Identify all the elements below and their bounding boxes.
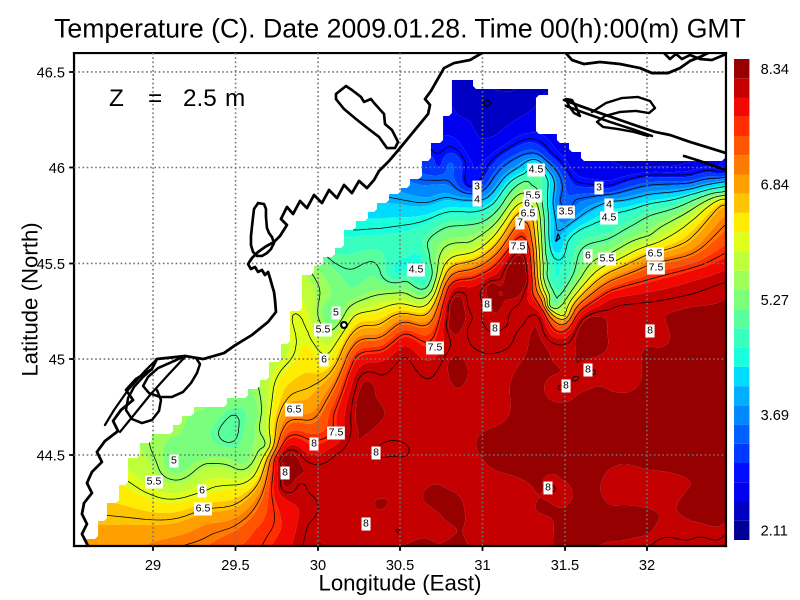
svg-text:8: 8 xyxy=(363,518,369,530)
svg-text:Longitude (East): Longitude (East) xyxy=(318,570,481,595)
svg-text:5.5: 5.5 xyxy=(600,253,615,265)
svg-text:8: 8 xyxy=(585,364,591,376)
svg-text:6.5: 6.5 xyxy=(287,404,302,416)
svg-text:6.5: 6.5 xyxy=(648,248,663,260)
svg-text:6: 6 xyxy=(199,485,205,497)
svg-text:5: 5 xyxy=(333,307,339,319)
svg-text:5: 5 xyxy=(171,455,177,467)
svg-text:2.5: 2.5 xyxy=(183,85,217,112)
svg-text:44.5: 44.5 xyxy=(37,448,65,464)
svg-text:6: 6 xyxy=(321,354,327,366)
svg-text:7.5: 7.5 xyxy=(329,427,344,439)
svg-text:6: 6 xyxy=(585,250,591,262)
svg-text:8: 8 xyxy=(647,325,653,337)
svg-text:6.5: 6.5 xyxy=(196,503,211,515)
svg-text:Z: Z xyxy=(109,85,124,112)
svg-text:4.5: 4.5 xyxy=(602,212,617,224)
svg-text:8: 8 xyxy=(373,447,379,459)
svg-text:3: 3 xyxy=(596,182,602,194)
svg-text:6: 6 xyxy=(524,198,530,210)
svg-text:29.5: 29.5 xyxy=(221,558,249,574)
svg-text:30: 30 xyxy=(310,558,326,574)
svg-text:=: = xyxy=(148,85,162,112)
svg-text:8.34: 8.34 xyxy=(761,62,789,78)
svg-text:46: 46 xyxy=(49,161,65,177)
svg-text:8: 8 xyxy=(311,438,317,450)
svg-text:7: 7 xyxy=(517,217,523,229)
svg-text:m: m xyxy=(225,85,245,112)
svg-text:8: 8 xyxy=(492,323,498,335)
svg-text:3: 3 xyxy=(474,181,480,193)
svg-text:3.5: 3.5 xyxy=(559,206,574,218)
svg-text:6.84: 6.84 xyxy=(761,177,789,193)
svg-text:8: 8 xyxy=(563,380,569,392)
svg-text:8: 8 xyxy=(282,467,288,479)
svg-text:32: 32 xyxy=(639,558,655,574)
svg-text:4: 4 xyxy=(606,199,612,211)
svg-text:7.5: 7.5 xyxy=(511,241,526,253)
svg-text:Temperature (C). Date 2009.01.: Temperature (C). Date 2009.01.28. Time 0… xyxy=(54,14,746,44)
svg-text:31.5: 31.5 xyxy=(551,558,579,574)
svg-text:7.5: 7.5 xyxy=(428,342,443,354)
svg-text:8: 8 xyxy=(545,482,551,494)
svg-text:4.5: 4.5 xyxy=(529,164,544,176)
svg-text:8: 8 xyxy=(484,299,490,311)
svg-text:4.5: 4.5 xyxy=(409,264,424,276)
svg-text:3.69: 3.69 xyxy=(761,408,789,424)
svg-text:5.5: 5.5 xyxy=(316,324,331,336)
svg-text:7.5: 7.5 xyxy=(649,262,664,274)
svg-text:2.11: 2.11 xyxy=(761,524,788,540)
svg-text:45: 45 xyxy=(49,352,65,368)
svg-text:5.27: 5.27 xyxy=(761,293,789,309)
svg-text:30.5: 30.5 xyxy=(386,558,414,574)
svg-text:29: 29 xyxy=(145,558,161,574)
svg-text:46.5: 46.5 xyxy=(37,65,65,81)
svg-text:45.5: 45.5 xyxy=(37,257,65,273)
svg-text:Latitude (North): Latitude (North) xyxy=(18,222,43,376)
svg-text:4: 4 xyxy=(474,194,480,206)
svg-text:31: 31 xyxy=(474,558,490,574)
svg-text:5.5: 5.5 xyxy=(147,476,162,488)
